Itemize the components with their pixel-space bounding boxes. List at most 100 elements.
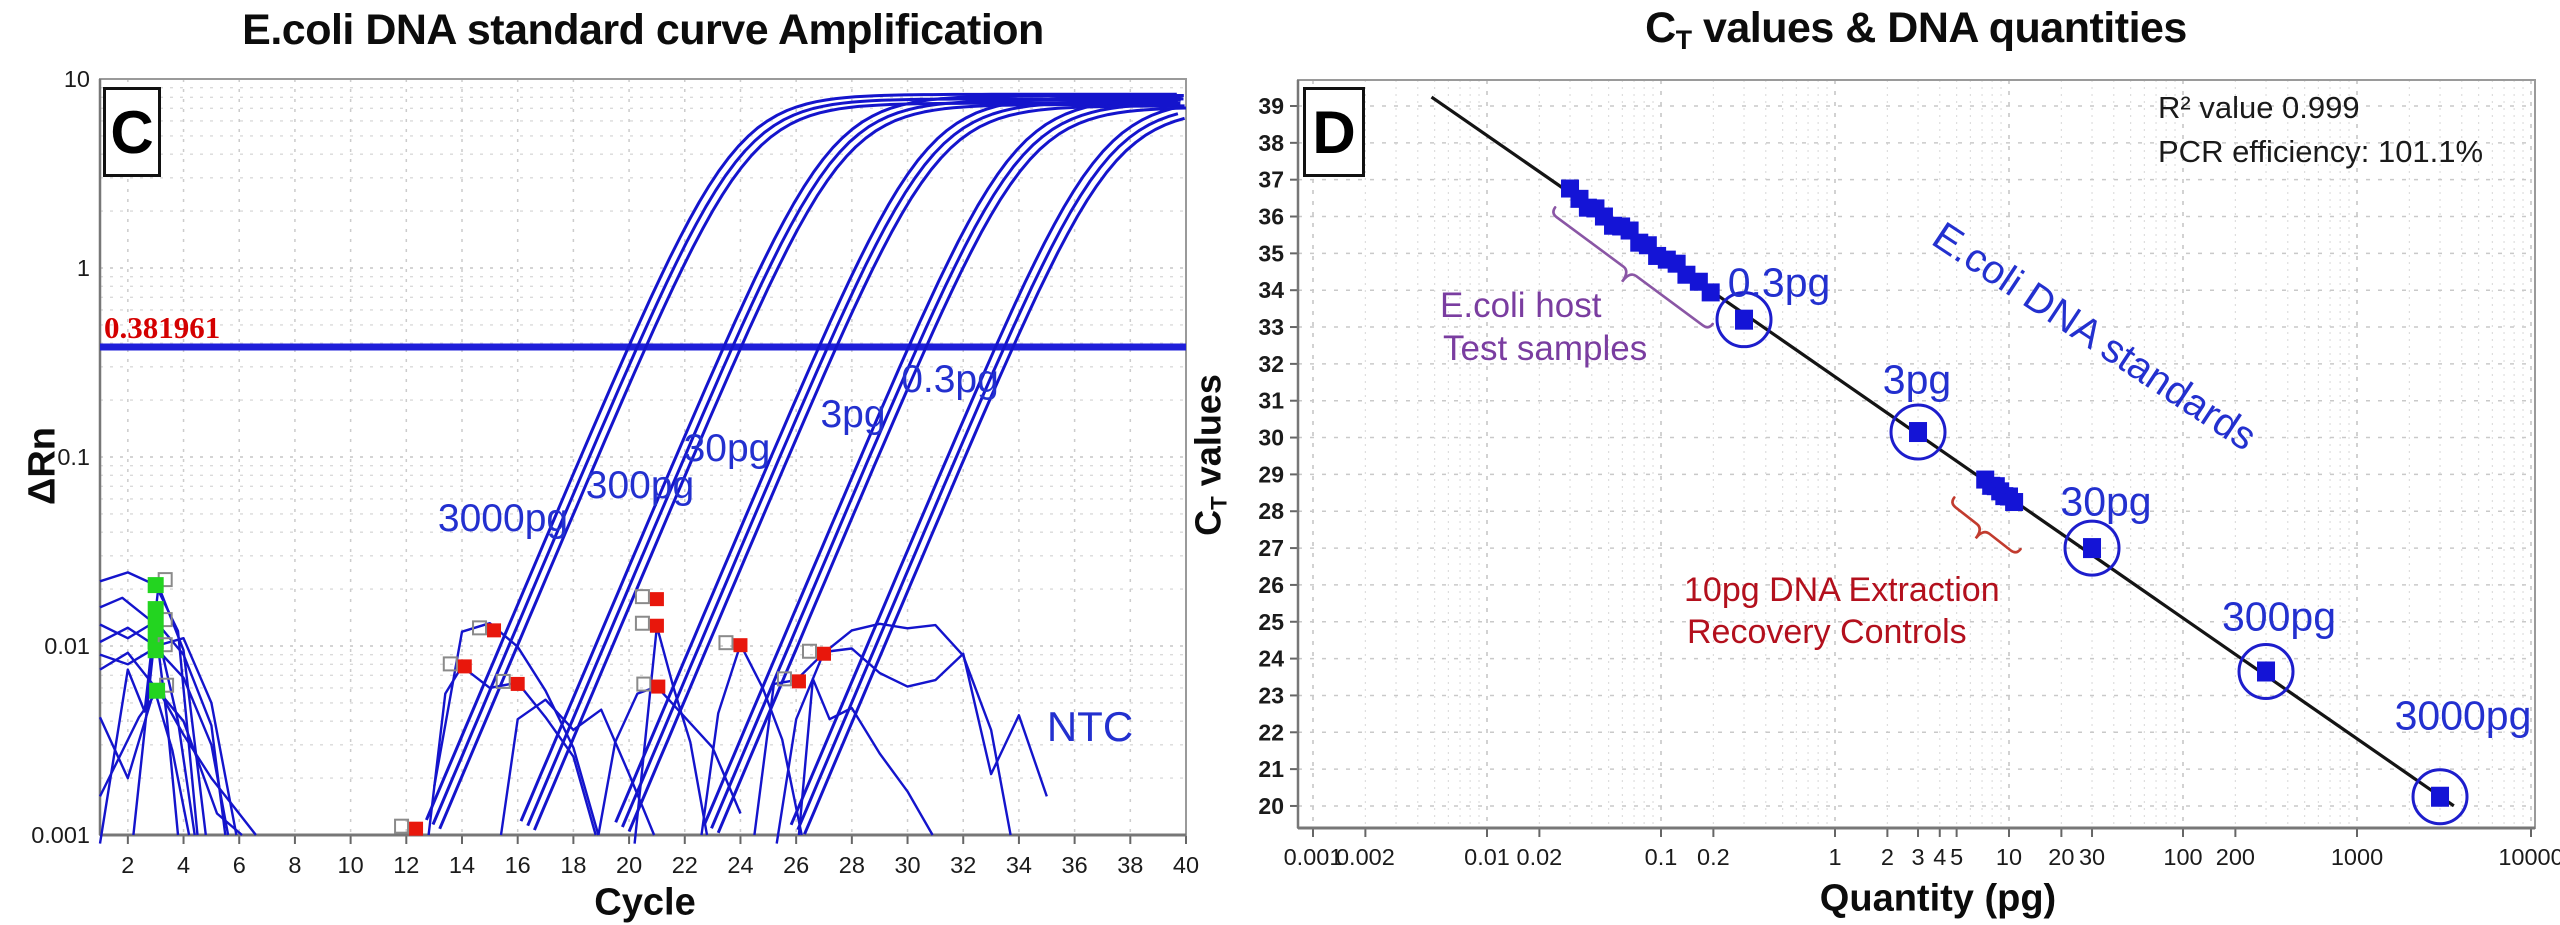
y-tick-label: 29 [1258, 461, 1284, 487]
ct-title-rest: values [1187, 374, 1229, 497]
point-label-3000pg: 3000pg [2394, 692, 2532, 739]
grey-open-square [472, 620, 488, 636]
x-tick-label: 30 [2079, 844, 2105, 870]
standard-point [1735, 309, 1754, 330]
x-tick-label: 24 [727, 852, 753, 878]
red-flag-marker [409, 821, 424, 836]
panel-d-title-sub: T [1675, 24, 1692, 55]
x-tick-label: 4 [177, 852, 190, 878]
noise-line [98, 684, 257, 836]
y-tick-label: 22 [1258, 719, 1284, 745]
y-tick-label: 27 [1258, 535, 1284, 561]
noise-line [775, 647, 1048, 844]
standard-circle [1889, 403, 1947, 461]
x-tick-label: 5 [1950, 844, 1963, 870]
amplification-curve [621, 100, 1178, 828]
pcr-efficiency-text: PCR efficiency: 101.1% [2158, 134, 2484, 169]
panel-d-grid: 2021222324252627282930313233343536373839… [1258, 79, 2560, 870]
amplification-curve [533, 103, 1178, 831]
recovery-controls-label-line2: Recovery Controls [1687, 613, 1967, 651]
green-baseline-marker [147, 577, 164, 594]
panel-c-x-axis-title: Cycle [594, 881, 696, 924]
grey-open-square [776, 671, 792, 687]
panel-d-letter: D [1303, 87, 1365, 177]
recovery-control-point [2005, 493, 2024, 512]
x-tick-label: 0.02 [1517, 844, 1563, 870]
standard-circle [1715, 291, 1773, 349]
y-tick-label: 39 [1258, 93, 1284, 119]
curve-label-30pg: 30pg [683, 427, 771, 470]
y-tick-label: 26 [1258, 572, 1284, 598]
x-tick-label: 34 [1006, 852, 1032, 878]
ct-title-main: C [1187, 509, 1229, 536]
x-tick-label: 20 [2048, 844, 2074, 870]
standard-circle [2411, 768, 2469, 826]
y-tick-label: 35 [1258, 240, 1284, 266]
standard-circle [2237, 642, 2295, 700]
r-squared-text: R² value 0.999 [2158, 90, 2360, 125]
point-label-3pg: 3pg [1882, 356, 1952, 403]
noise-line [797, 677, 934, 836]
y-tick-label: 1 [77, 255, 90, 281]
y-tick-label: 25 [1258, 609, 1284, 635]
red-flag-marker [649, 592, 664, 607]
host-sample-point [1701, 283, 1720, 302]
amplification-curve [796, 112, 1179, 831]
y-tick-label: 31 [1258, 388, 1284, 414]
panel-c-y-axis-title: ΔRn [21, 427, 64, 505]
x-tick-label: 10 [338, 852, 364, 878]
red-flag-marker [651, 679, 666, 694]
noise-line [700, 643, 803, 836]
amplification-curve [526, 98, 1181, 827]
x-tick-label: 200 [2216, 844, 2255, 870]
noise-line [99, 646, 230, 836]
amplification-curve [803, 116, 1186, 835]
standard-point [2083, 538, 2102, 559]
curve-label-3000pg: 3000pg [437, 497, 569, 540]
x-tick-label: 10000 [2498, 844, 2560, 870]
x-tick-label: 0.1 [1645, 844, 1678, 870]
grey-open-square [718, 635, 734, 651]
x-tick-label: 26 [783, 852, 809, 878]
x-tick-label: 36 [1062, 852, 1088, 878]
x-tick-label: 6 [233, 852, 246, 878]
point-label-0.3pg: 0.3pg [1727, 259, 1831, 306]
y-tick-label: 37 [1258, 167, 1284, 193]
x-tick-label: 18 [560, 852, 586, 878]
amplification-curve [789, 105, 1182, 826]
curve-label-3pg: 3pg [820, 393, 886, 436]
panel-c-markers [147, 572, 831, 836]
panel-d-x-axis-title: Quantity (pg) [1819, 877, 2057, 920]
grey-open-square [495, 673, 511, 689]
green-baseline-marker [149, 682, 166, 699]
panel-d-title-rest: values & DNA quantities [1691, 4, 2187, 53]
y-tick-label: 20 [1258, 793, 1284, 819]
noise-lines [98, 571, 1048, 844]
x-tick-label: 14 [449, 852, 475, 878]
amplification-curve [614, 95, 1181, 823]
host-samples-label-line2: Test samples [1443, 329, 1648, 368]
y-tick-label: 23 [1258, 682, 1284, 708]
x-tick-label: 100 [2163, 844, 2202, 870]
ntc-label: NTC [1046, 703, 1134, 750]
ct-title-sub: T [1206, 496, 1232, 510]
amplification-curves [425, 92, 1187, 835]
x-tick-label: 8 [288, 852, 301, 878]
panel-d-title-main: C [1645, 4, 1676, 53]
red-flag-marker [791, 674, 806, 689]
point-label-300pg: 300pg [2221, 593, 2337, 640]
x-tick-label: 12 [393, 852, 419, 878]
panel-d-points [1561, 179, 2469, 826]
x-tick-label: 2 [1881, 844, 1894, 870]
x-tick-label: 1000 [2331, 844, 2383, 870]
standard-point [2257, 661, 2276, 682]
y-tick-label: 33 [1258, 314, 1284, 340]
y-tick-label: 0.001 [31, 822, 90, 848]
y-tick-label: 38 [1258, 130, 1284, 156]
curve-label-0.3pg: 0.3pg [901, 358, 999, 401]
y-tick-label: 0.01 [44, 633, 90, 659]
point-label-30pg: 30pg [2060, 478, 2152, 525]
